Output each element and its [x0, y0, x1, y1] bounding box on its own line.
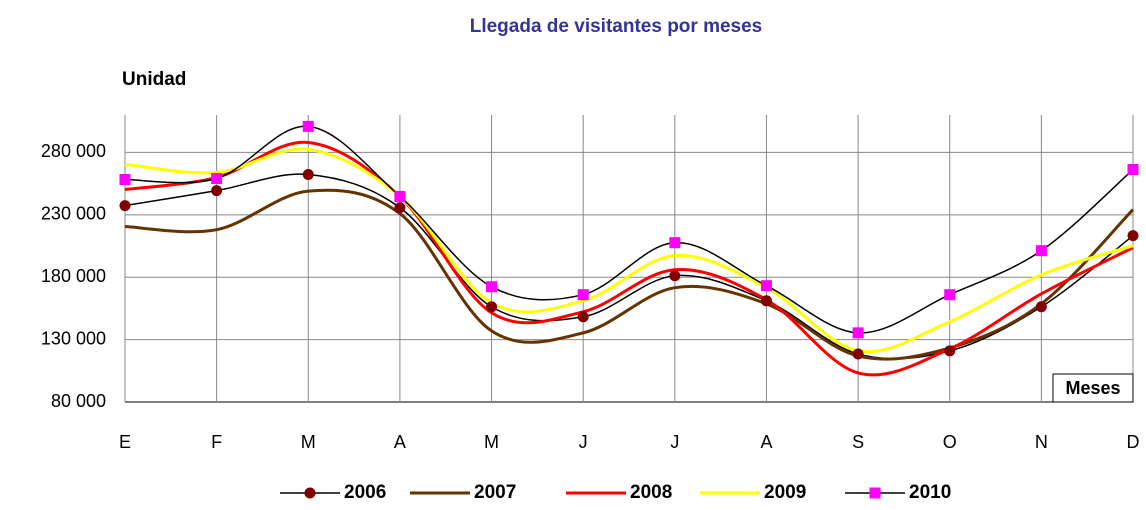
series-line: [124, 140, 1134, 377]
marker: [394, 190, 406, 202]
marker: [302, 120, 314, 132]
legend-marker: [869, 487, 881, 499]
marker: [211, 185, 223, 197]
legend-label: 2008: [630, 482, 672, 503]
legend-label: 2007: [474, 482, 516, 503]
marker: [944, 289, 956, 301]
marker: [669, 237, 681, 249]
marker: [577, 311, 589, 323]
marker: [1127, 230, 1139, 242]
marker: [486, 281, 498, 293]
x-tick-label: S: [852, 432, 864, 452]
y-tick-label: 80 000: [51, 391, 106, 411]
x-axis-label: Meses: [1065, 378, 1120, 398]
series-line: [124, 188, 1135, 361]
x-tick-label: F: [211, 432, 222, 452]
marker: [394, 202, 406, 214]
marker: [944, 345, 956, 357]
marker: [852, 348, 864, 360]
y-tick-label: 280 000: [41, 141, 106, 161]
legend-label: 2009: [764, 482, 806, 503]
x-label-box: [1052, 373, 1134, 403]
legend-label: 2006: [344, 482, 386, 503]
x-tick-label: M: [484, 432, 499, 452]
marker: [1035, 301, 1047, 313]
x-tick-label: E: [119, 432, 131, 452]
x-tick-label: J: [670, 432, 679, 452]
x-tick-label: J: [579, 432, 588, 452]
y-tick-label: 230 000: [41, 204, 106, 224]
lines: [119, 120, 1139, 377]
marker: [669, 270, 681, 282]
marker: [852, 327, 864, 339]
marker: [760, 295, 772, 307]
marker: [486, 301, 498, 313]
marker: [119, 174, 131, 186]
marker: [577, 289, 589, 301]
y-tick-label: 130 000: [41, 328, 106, 348]
y-axis-label: Unidad: [122, 69, 186, 90]
series-line: [124, 147, 1134, 354]
marker: [1127, 164, 1139, 176]
marker: [302, 169, 314, 181]
marker: [760, 280, 772, 292]
legend-label: 2010: [909, 482, 951, 503]
x-tick-label: O: [943, 432, 957, 452]
marker: [1035, 245, 1047, 257]
x-tick-label: D: [1127, 432, 1140, 452]
marker: [211, 173, 223, 185]
marker: [119, 200, 131, 212]
legend-marker: [304, 487, 316, 499]
x-tick-label: A: [394, 432, 406, 452]
y-tick-label: 180 000: [41, 266, 106, 286]
chart-title: Llegada de visitantes por meses: [470, 16, 763, 37]
series-line: [124, 125, 1134, 334]
x-tick-label: A: [760, 432, 772, 452]
legend: 2006 2007 2008 2009 2010: [280, 482, 951, 503]
x-tick-label: N: [1035, 432, 1048, 452]
x-tick-label: M: [301, 432, 316, 452]
